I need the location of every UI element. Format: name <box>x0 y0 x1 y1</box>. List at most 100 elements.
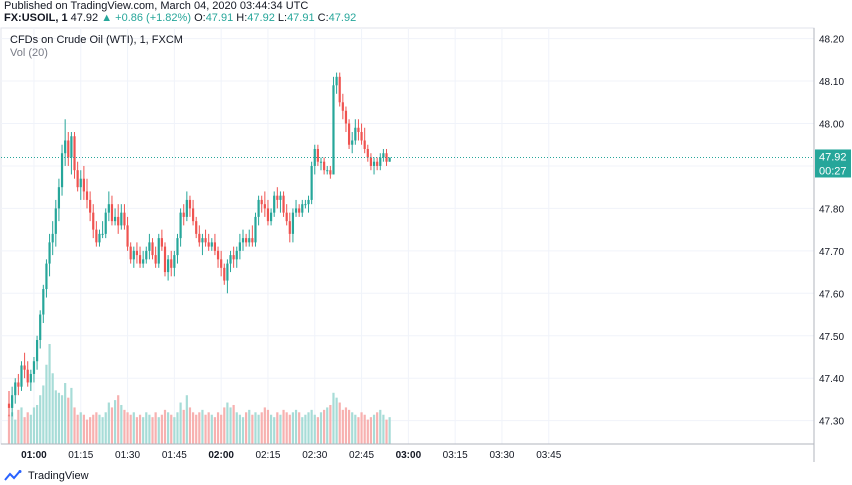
volume-bar <box>326 407 329 444</box>
candle-body <box>57 187 61 209</box>
volume-bar <box>298 412 301 444</box>
volume-bar <box>220 414 223 444</box>
candle-body <box>170 259 173 268</box>
candle-body <box>266 208 270 222</box>
candle-body <box>64 140 67 154</box>
price-tick-label: 47.70 <box>819 247 844 258</box>
time-tick-label: 02:30 <box>302 450 327 461</box>
volume-bar <box>23 417 26 444</box>
chart-legend-title[interactable]: CFDs on Crude Oil (WTI), 1, FXCM <box>10 34 183 46</box>
volume-bar <box>282 409 285 444</box>
volume-bar <box>157 417 160 444</box>
candle-body <box>238 242 241 251</box>
time-axis[interactable]: 01:00 01:15 01:30 01:45 02:00 02:15 02:30 02:45… <box>21 450 562 461</box>
candle-body <box>26 369 29 383</box>
candle-body <box>235 250 238 260</box>
candle-body <box>366 148 369 158</box>
volume-bar <box>70 387 73 444</box>
candle-body <box>11 395 14 408</box>
high-value: 47.92 <box>247 12 275 24</box>
close-label: C: <box>317 12 329 24</box>
candle-body <box>14 382 17 396</box>
volume-bar <box>104 412 107 444</box>
candle-body <box>129 246 132 260</box>
candle-body <box>142 259 145 264</box>
candle-body <box>326 170 329 172</box>
volume-bar <box>89 417 92 444</box>
volume-bar <box>307 412 310 444</box>
candle-body <box>154 255 157 264</box>
volume-bar <box>338 402 341 444</box>
candle-body <box>304 204 307 206</box>
volume-bar <box>210 414 213 444</box>
candle-body <box>382 153 385 158</box>
candle-body <box>167 259 170 273</box>
volume-bar <box>135 417 139 444</box>
time-tick-label: 01:00 <box>21 450 47 461</box>
price-tick-label: 48.00 <box>819 120 844 131</box>
candle-body <box>60 153 64 188</box>
candle-body <box>101 233 104 235</box>
last-price-badge: 47.92 00:27 <box>815 149 851 178</box>
volume-bar <box>260 412 263 444</box>
volume-bar <box>341 409 344 444</box>
candle-body <box>341 102 344 111</box>
footer-brand[interactable]: TradingView <box>4 470 89 482</box>
volume-bar <box>388 417 391 444</box>
plot-area[interactable] <box>0 27 815 445</box>
candle-body <box>210 242 213 247</box>
volume-bar <box>191 412 195 444</box>
candle-body <box>188 199 192 209</box>
candle-body <box>117 216 120 226</box>
candle-body <box>260 199 263 205</box>
volume-bar <box>263 407 266 444</box>
candle-body <box>204 238 207 243</box>
volume-bar <box>347 409 351 444</box>
time-tick-label: 03:45 <box>536 450 561 461</box>
volume-bar <box>232 404 235 444</box>
candle-body <box>229 255 232 264</box>
candle-body <box>313 148 316 166</box>
price-tick-label: 47.30 <box>819 417 844 428</box>
candle-body <box>89 199 92 213</box>
volume-bar <box>366 419 369 444</box>
candle-body <box>120 212 123 226</box>
candle-body <box>254 216 257 243</box>
candle-body <box>307 199 310 205</box>
price-axis[interactable]: 48.2048.1048.0047.9047.8047.7047.6047.50… <box>819 35 844 428</box>
candle-body <box>82 178 85 192</box>
grid-horizontal <box>1 38 814 422</box>
volume-bar <box>354 414 357 444</box>
volume-bar <box>29 414 32 444</box>
price-tick-label: 48.20 <box>819 35 844 46</box>
volume-bar <box>113 400 117 444</box>
volume-bar <box>110 407 114 444</box>
candle-body <box>95 229 98 243</box>
volume-bar <box>173 417 176 444</box>
volume-bar <box>198 412 201 444</box>
volume-bar <box>7 414 11 444</box>
candle-body <box>220 259 223 268</box>
volume-bar <box>213 417 217 444</box>
volume-bar <box>294 409 298 444</box>
price-tick-label: 48.10 <box>819 77 844 88</box>
volume-bar <box>76 414 79 444</box>
candlestick-chart[interactable]: 48.2048.1048.0047.9047.8047.7047.6047.50… <box>0 27 852 462</box>
candle-body <box>263 204 266 209</box>
price-tick-label: 47.80 <box>819 204 844 215</box>
volume-bar <box>39 395 42 444</box>
time-tick-label: 02:45 <box>349 450 374 461</box>
volume-bar <box>251 414 254 444</box>
candle-body <box>338 76 341 103</box>
time-tick-label: 01:15 <box>68 450 93 461</box>
volume-legend[interactable]: Vol (20) <box>10 47 48 59</box>
candle-body <box>185 199 188 217</box>
volume-bar <box>351 412 354 444</box>
open-label: O: <box>194 12 206 24</box>
volume-bar <box>64 383 67 444</box>
volume-bar <box>363 414 366 444</box>
time-tick-label: 01:45 <box>162 450 187 461</box>
volume-bar <box>332 392 335 444</box>
candle-body <box>107 204 110 213</box>
volume-bar <box>304 414 307 444</box>
